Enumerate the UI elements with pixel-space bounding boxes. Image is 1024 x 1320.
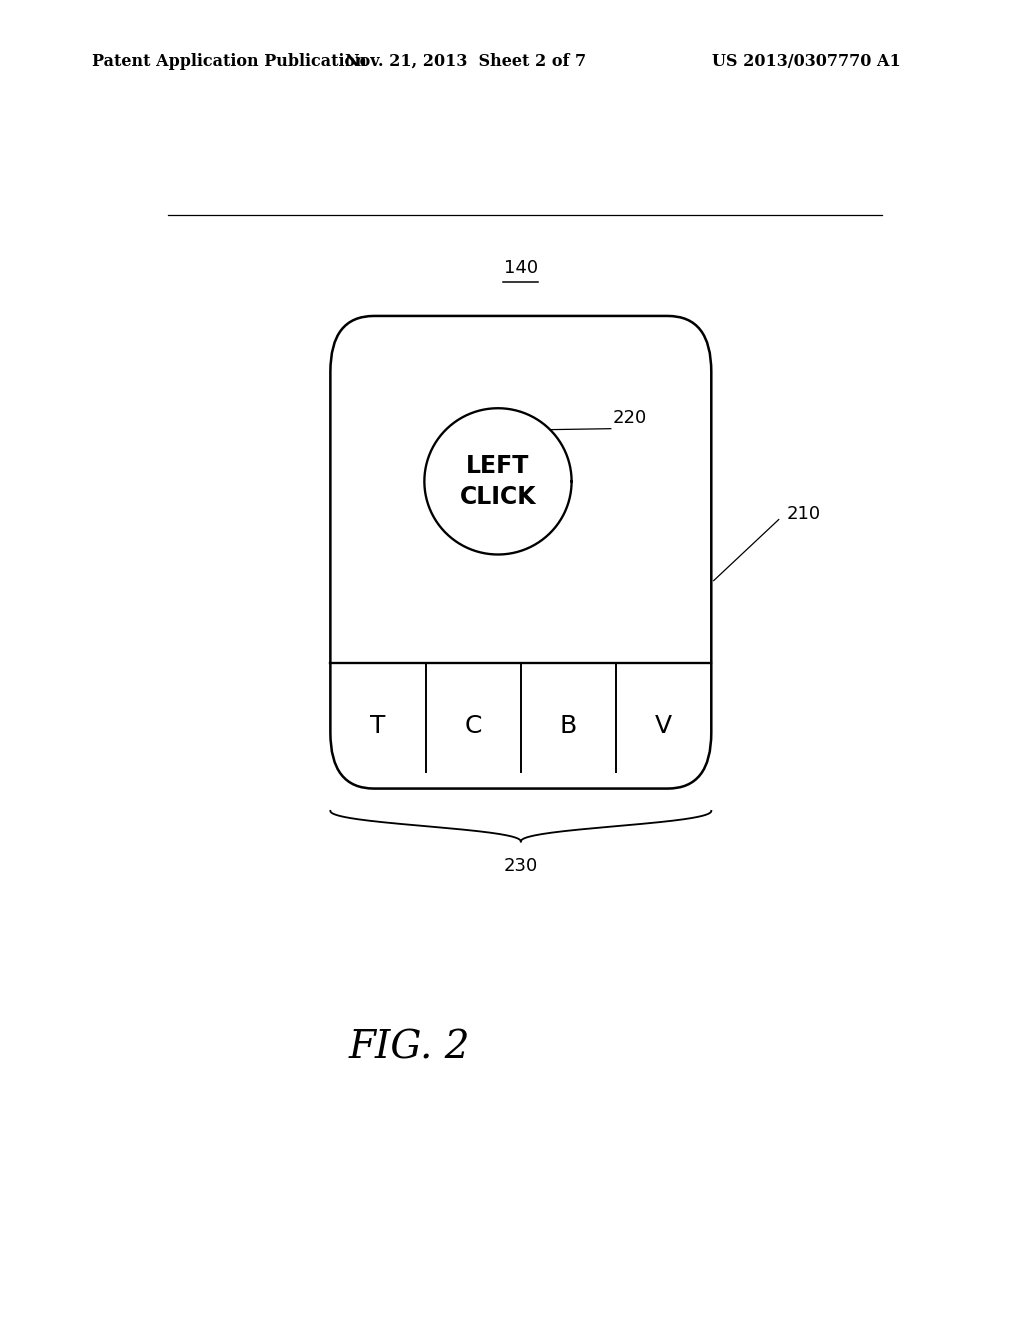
Text: LEFT
CLICK: LEFT CLICK <box>460 454 537 510</box>
FancyBboxPatch shape <box>331 315 712 788</box>
Text: 230: 230 <box>504 857 538 875</box>
Text: V: V <box>655 714 672 738</box>
Text: Patent Application Publication: Patent Application Publication <box>92 53 367 70</box>
Text: 220: 220 <box>612 409 647 426</box>
Text: 140: 140 <box>504 259 538 277</box>
Text: B: B <box>560 714 578 738</box>
Text: FIG. 2: FIG. 2 <box>349 1030 470 1067</box>
Text: T: T <box>371 714 386 738</box>
Text: 210: 210 <box>786 506 821 524</box>
Text: Nov. 21, 2013  Sheet 2 of 7: Nov. 21, 2013 Sheet 2 of 7 <box>345 53 587 70</box>
Text: US 2013/0307770 A1: US 2013/0307770 A1 <box>713 53 901 70</box>
Text: C: C <box>465 714 482 738</box>
